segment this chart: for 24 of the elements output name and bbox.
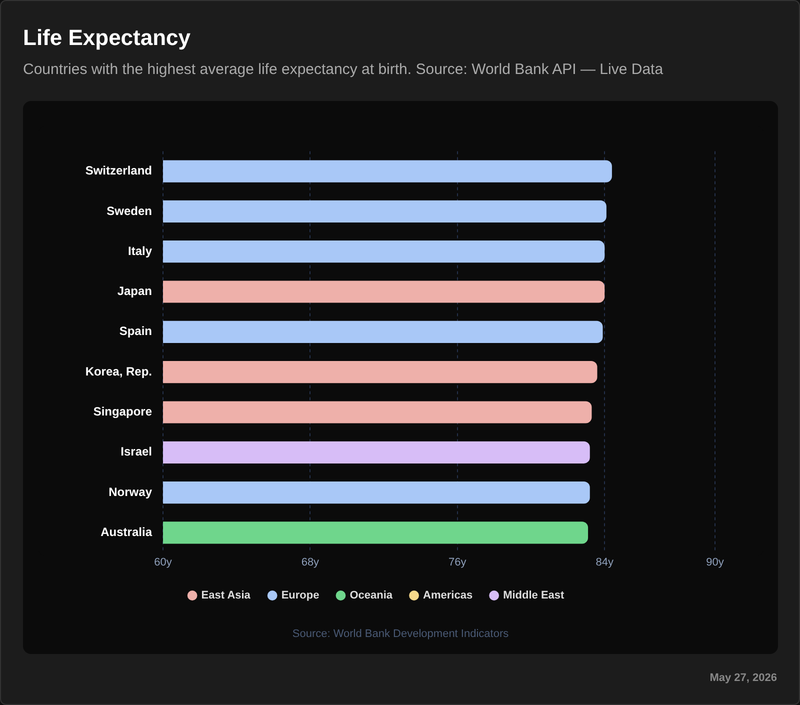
legend-label: Europe (281, 590, 320, 602)
x-tick-label: 84y (596, 556, 614, 568)
legend-label: Americas (423, 590, 473, 602)
x-tick-label: 60y (154, 556, 172, 568)
x-tick-label: 90y (706, 556, 724, 568)
y-tick-label: Korea, Rep. (85, 364, 152, 378)
y-tick-label: Switzerland (85, 164, 152, 178)
y-tick-label: Italy (128, 244, 152, 258)
y-tick-label: Australia (100, 525, 152, 540)
chart-subtitle: Countries with the highest average life expectancy at birth. Source: World Bank API — Live Data (23, 61, 664, 78)
legend-label: East Asia (201, 590, 252, 602)
legend-label: Oceania (350, 590, 394, 602)
y-tick-label: Singapore (93, 404, 152, 419)
x-tick-label: 68y (301, 556, 320, 568)
y-tick-label: Israel (120, 444, 152, 459)
chart-title: Life Expectancy (23, 25, 191, 51)
text: May 27, 2026 (710, 672, 777, 684)
y-tick-label: Norway (108, 484, 152, 499)
y-tick-label: Sweden (106, 204, 152, 218)
legend-label: Middle East (503, 590, 565, 602)
x-tick-label: 76y (448, 556, 467, 568)
y-tick-label: Spain (119, 324, 152, 338)
y-tick-label: Japan (117, 284, 152, 298)
source-note: Source: World Bank Development Indicators (291, 628, 510, 640)
